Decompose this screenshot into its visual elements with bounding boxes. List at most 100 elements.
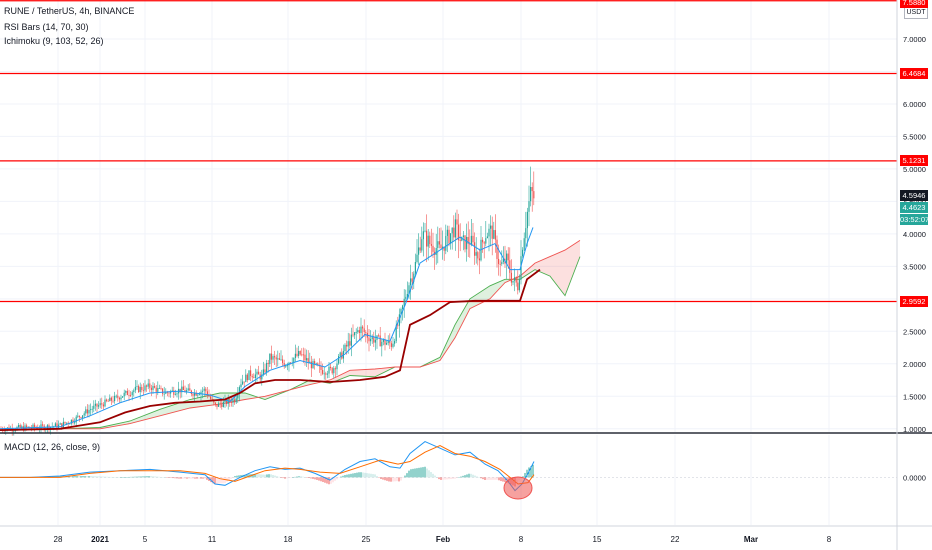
candle-body: [314, 361, 316, 364]
candle-body: [203, 388, 205, 391]
macd-histogram-bar: [140, 476, 142, 478]
candle-body: [496, 239, 498, 259]
macd-histogram-bar: [326, 477, 328, 484]
macd-legend[interactable]: MACD (12, 26, close, 9): [4, 442, 101, 452]
candle-body: [238, 387, 240, 395]
time-axis-label: 8: [827, 535, 832, 544]
candle-body: [230, 401, 232, 403]
candle-body: [154, 386, 156, 388]
candle-body: [493, 230, 495, 239]
macd-histogram-bar: [186, 477, 188, 479]
price-axis-label: 1.5000: [903, 392, 926, 401]
candle-body: [307, 358, 309, 363]
candle-body: [27, 426, 29, 428]
candle-body: [330, 366, 332, 369]
candle-body: [210, 396, 212, 399]
candle-body: [461, 237, 463, 241]
rsi-legend[interactable]: RSI Bars (14, 70, 30): [4, 22, 89, 32]
candle-body: [195, 392, 197, 396]
macd-histogram-bar: [236, 475, 238, 478]
candle-body: [326, 373, 328, 375]
macd-histogram-bar: [382, 477, 384, 480]
macd-histogram-bar: [152, 476, 154, 478]
macd-histogram-bar: [522, 476, 524, 478]
macd-histogram-bar: [390, 477, 392, 482]
candle-body: [245, 374, 247, 383]
candle-body: [232, 399, 234, 403]
candle-body: [430, 244, 432, 246]
macd-histogram-bar: [310, 477, 312, 479]
candle-body: [32, 424, 34, 429]
macd-histogram-bar: [386, 477, 388, 481]
candle-body: [58, 424, 60, 429]
candle-body: [306, 358, 308, 361]
candle-body: [491, 225, 493, 239]
candle-body: [131, 392, 133, 396]
candle-body: [395, 325, 397, 342]
macd-histogram-bar: [436, 477, 438, 478]
macd-histogram-bar: [206, 477, 208, 480]
candle-body: [304, 354, 306, 361]
macd-histogram-bar: [134, 476, 136, 478]
candle-body: [426, 230, 428, 247]
macd-histogram-bar: [302, 476, 304, 478]
candle-body: [475, 252, 477, 256]
candle-body: [261, 374, 263, 380]
candle-body: [88, 409, 90, 414]
candle-body: [464, 235, 466, 250]
candle-body: [424, 230, 426, 232]
candle-body: [162, 388, 164, 394]
symbol-legend[interactable]: RUNE / TetherUS, 4h, BINANCE: [4, 6, 135, 16]
candle-body: [166, 392, 168, 393]
candle-body: [411, 278, 413, 282]
macd-histogram-bar: [482, 477, 484, 480]
candle-body: [498, 258, 500, 264]
macd-histogram-bar: [502, 477, 504, 482]
macd-histogram-bar: [324, 477, 326, 483]
candle-body: [262, 369, 264, 375]
macd-histogram-bar: [434, 475, 436, 478]
price-tag: 6.4684: [900, 68, 928, 79]
macd-histogram-bar: [90, 476, 92, 478]
candle-body: [205, 388, 207, 392]
macd-histogram-bar: [368, 473, 370, 478]
candle-body: [192, 394, 194, 396]
candle-body: [147, 383, 149, 387]
candle-body: [458, 224, 460, 241]
candle-body: [477, 252, 479, 259]
macd-histogram-bar: [172, 477, 174, 479]
macd-histogram-bar: [400, 477, 402, 481]
macd-axis-label: 0.0000: [903, 473, 926, 482]
macd-histogram-bar: [374, 474, 376, 478]
candle-body: [229, 399, 231, 402]
candle-body: [21, 426, 23, 428]
time-axis-label: 25: [362, 535, 371, 544]
candle-body: [310, 361, 312, 369]
candle-body: [298, 350, 300, 356]
macd-histogram-bar: [468, 473, 470, 478]
macd-histogram-bar: [466, 474, 468, 478]
macd-histogram-bar: [108, 476, 110, 478]
price-tag: 7.5880: [900, 0, 928, 8]
candle-body: [280, 359, 282, 361]
candle-body: [74, 422, 76, 424]
candle-body: [456, 219, 458, 225]
ichimoku-legend[interactable]: Ichimoku (9, 103, 52, 26): [4, 36, 104, 46]
candle-body: [112, 400, 114, 402]
candle-body: [254, 374, 256, 378]
candle-body: [392, 343, 394, 347]
candle-body: [90, 409, 92, 411]
candle-body: [246, 374, 248, 381]
candle-body: [354, 332, 356, 336]
currency-unit-label[interactable]: USDT: [904, 7, 928, 19]
candle-body: [293, 357, 295, 363]
candle-body: [518, 279, 520, 291]
candle-body: [421, 239, 423, 251]
ichimoku-cloud: [490, 279, 505, 299]
macd-histogram-bar: [370, 473, 372, 478]
macd-histogram-bar: [292, 477, 294, 478]
macd-histogram-bar: [288, 477, 290, 478]
macd-histogram-bar: [120, 477, 122, 478]
